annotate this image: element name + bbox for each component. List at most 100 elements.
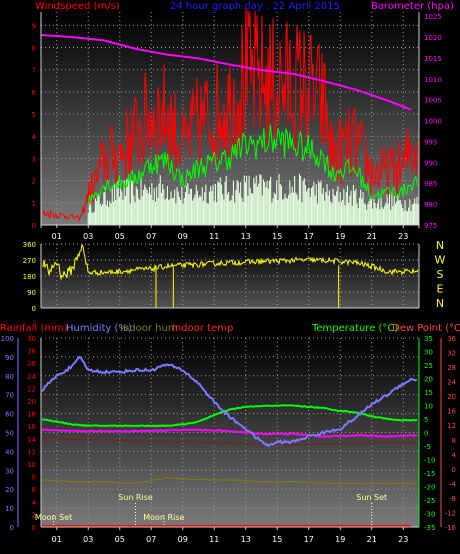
tick-label-direction: 180: [23, 273, 36, 281]
tick-label-humidity: 90: [5, 354, 14, 362]
tick-label-temperature: 10: [424, 403, 433, 411]
tick-label-dewpoint: 32: [447, 350, 456, 358]
tick-label-temperature: 15: [424, 389, 433, 397]
tick-label-temperature: 30: [424, 349, 433, 357]
tick-label-humidity: 60: [5, 411, 14, 419]
tick-label-rain: 30: [27, 335, 36, 343]
tick-label-hour: 15: [272, 232, 282, 241]
compass-label: N: [436, 239, 444, 252]
tick-label-dewpoint: 12: [447, 422, 456, 430]
compass-label: E: [437, 283, 444, 296]
tick-label-wind: 4: [32, 133, 37, 141]
plot-area-wind-direction: [41, 244, 419, 308]
tick-label-humidity: 50: [5, 430, 14, 438]
tick-label-direction: 90: [27, 289, 36, 297]
tick-label-humidity: 0: [10, 524, 14, 532]
tick-label-hour: 21: [367, 232, 377, 241]
tick-label-hour: 07: [146, 232, 156, 241]
tick-label-rain: 4: [32, 499, 37, 507]
tick-label-rain: 26: [27, 360, 36, 368]
tick-label-temperature: -5: [424, 443, 431, 451]
tick-label-direction: 270: [23, 257, 36, 265]
tick-label-direction: 0: [32, 305, 36, 313]
tick-label-humidity: 30: [5, 467, 14, 475]
tick-label-wind: 1: [32, 200, 36, 208]
tick-label-direction: 360: [23, 241, 36, 249]
tick-label-hour: 07: [146, 535, 156, 544]
tick-label-hour: 15: [272, 535, 282, 544]
tick-label-hour: 13: [241, 232, 251, 241]
compass-label: S: [437, 268, 444, 281]
series-indoor-humidity: [41, 477, 418, 485]
tick-label-wind: 5: [32, 111, 36, 119]
tick-label-baro: 990: [424, 159, 437, 167]
legend-item: Temperature (°C): [311, 323, 398, 334]
tick-label-dewpoint: 20: [447, 393, 456, 401]
tick-label-rain: 12: [27, 448, 36, 456]
series-wind-lull: [87, 173, 419, 225]
tick-label-baro: 1025: [424, 13, 442, 21]
tick-label-temperature: 35: [424, 335, 433, 343]
tick-label-wind: 3: [32, 155, 36, 163]
series-wind-average: [87, 124, 418, 205]
tick-label-hour: 23: [398, 535, 408, 544]
series-humidity: [41, 355, 418, 448]
tick-label-temperature: -10: [424, 457, 435, 465]
tick-label-hour: 03: [83, 232, 93, 241]
tick-label-baro: 1015: [424, 55, 442, 63]
tick-label-rain: 10: [27, 461, 36, 469]
tick-label-rain: 6: [32, 486, 37, 494]
tick-label-hour: 09: [178, 535, 188, 544]
tick-label-baro: 985: [424, 180, 437, 188]
legend-item: Indoor hum: [120, 323, 178, 334]
axis-title-windspeed: Windspeed (m/s): [35, 1, 120, 12]
tick-label-dewpoint: -4: [449, 480, 457, 488]
annotation-label: Sun Set: [356, 493, 387, 502]
tick-label-temperature: -25: [424, 497, 435, 505]
tick-label-rain: 24: [27, 373, 36, 381]
series-dew-point: [41, 428, 418, 438]
tick-label-hour: 05: [115, 232, 125, 241]
tick-label-hour: 11: [209, 232, 219, 241]
tick-label-humidity: 70: [5, 392, 14, 400]
tick-label-dewpoint: 4: [452, 451, 457, 459]
tick-label-hour: 11: [209, 535, 219, 544]
compass-label: W: [435, 254, 446, 267]
tick-label-wind: 2: [32, 178, 36, 186]
legend-item: Indoor temp: [172, 323, 233, 334]
tick-label-baro: 980: [424, 201, 437, 209]
tick-label-hour: 13: [241, 535, 251, 544]
tick-label-hour: 21: [367, 535, 377, 544]
legend-item: Humidity (%): [66, 323, 132, 334]
tick-label-temperature: 5: [424, 416, 428, 424]
tick-label-dewpoint: 16: [447, 408, 456, 416]
tick-label-dewpoint: 24: [447, 379, 456, 387]
tick-label-hour: 05: [115, 535, 125, 544]
tick-label-dewpoint: 28: [447, 364, 456, 372]
tick-label-baro: 1020: [424, 34, 442, 42]
tick-label-wind: 6: [32, 89, 37, 97]
tick-label-hour: 23: [398, 232, 408, 241]
tick-label-baro: 1010: [424, 76, 442, 84]
legend-item: Rainfall (mm): [0, 323, 68, 334]
tick-label-hour: 09: [178, 232, 188, 241]
tick-label-temperature: 0: [424, 430, 428, 438]
tick-label-hour: 17: [304, 232, 314, 241]
tick-label-temperature: -30: [424, 511, 435, 519]
tick-label-dewpoint: 0: [452, 466, 456, 474]
tick-label-dewpoint: -16: [445, 524, 457, 532]
annotation-label: Sun Rise: [118, 493, 153, 502]
tick-label-rain: 0: [32, 524, 36, 532]
tick-label-rain: 16: [27, 423, 36, 431]
tick-label-wind: 9: [32, 22, 36, 30]
tick-label-humidity: 20: [5, 486, 14, 494]
tick-label-rain: 8: [32, 474, 36, 482]
tick-label-baro: 1000: [424, 118, 442, 126]
tick-label-rain: 28: [27, 348, 36, 356]
series-indoor-temp: [41, 436, 418, 447]
tick-label-dewpoint: -8: [449, 495, 456, 503]
tick-label-temperature: -15: [424, 470, 435, 478]
tick-label-rain: 2: [32, 511, 36, 519]
series-temperature: [41, 404, 417, 428]
